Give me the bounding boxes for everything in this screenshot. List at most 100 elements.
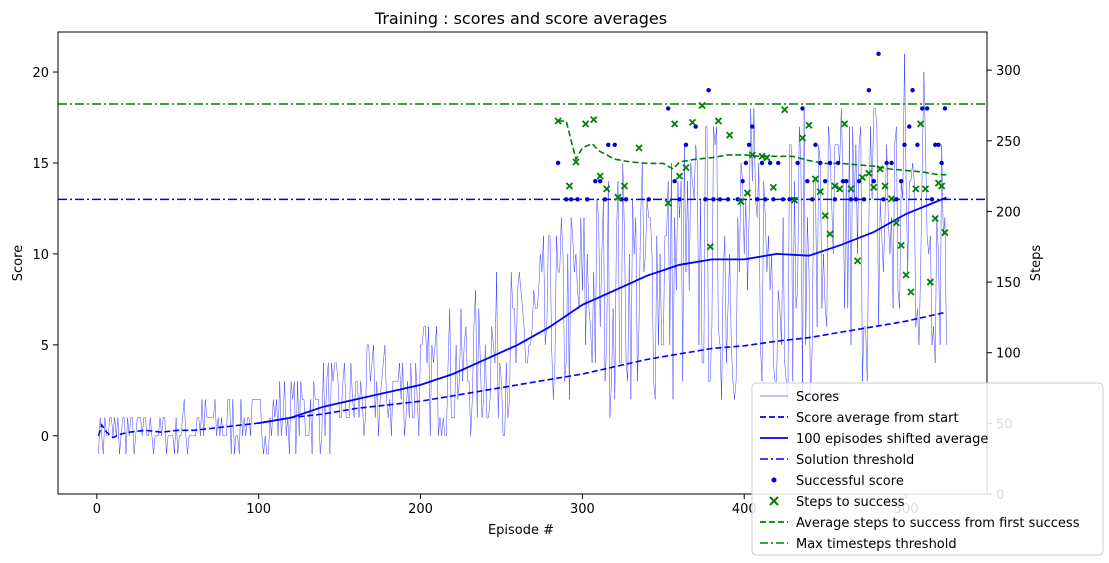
steps-to-success-marker: [763, 154, 771, 162]
successful-score-point: [907, 124, 912, 129]
steps-to-success-marker: [821, 212, 829, 220]
successful-score-point: [763, 197, 768, 202]
successful-score-point: [894, 197, 899, 202]
successful-score-point: [818, 160, 823, 166]
steps-to-success-marker: [892, 219, 901, 227]
steps-to-success-marker: [635, 144, 643, 152]
steps-to-success-marker: [781, 106, 789, 114]
steps-to-success-marker: [743, 189, 752, 197]
successful-score-point: [776, 160, 781, 166]
steps-to-success-marker: [596, 172, 604, 180]
legend-box: [751, 382, 1104, 556]
steps-to-success-marker: [826, 230, 834, 238]
successful-score-point: [711, 197, 716, 202]
legend-entry: Successful score: [771, 474, 904, 489]
y-tick-label: 20: [32, 66, 49, 81]
successful-score-point: [795, 160, 800, 166]
legend-label: Max timesteps threshold: [796, 537, 957, 552]
y-axis-label: Score: [11, 245, 26, 281]
successful-score-point: [902, 142, 907, 147]
steps-to-success-marker: [581, 120, 590, 128]
steps-to-success-marker: [590, 115, 598, 124]
steps-to-success-marker: [805, 121, 813, 129]
successful-score-point: [899, 178, 904, 184]
successful-score-point: [555, 160, 561, 166]
steps-to-success-marker: [758, 152, 766, 160]
successful-score-point: [866, 88, 872, 93]
steps-to-success-marker: [737, 197, 745, 206]
legend-entry: Average steps to success from first succ…: [760, 516, 1080, 531]
successful-score-point: [703, 197, 708, 202]
successful-score-point: [840, 178, 846, 184]
steps-to-success-marker: [847, 185, 855, 193]
plot-frame: [57, 31, 988, 495]
steps-to-success-marker: [840, 120, 849, 128]
steps-to-success-marker: [831, 182, 839, 190]
successful-score-point: [706, 88, 711, 93]
y2-tick-label: 150: [996, 276, 1021, 291]
successful-score-point: [889, 160, 894, 166]
steps-to-success-marker: [921, 185, 930, 193]
steps-to-success-marker: [907, 288, 915, 296]
successful-score-point: [920, 106, 925, 111]
successful-score-point: [717, 197, 723, 202]
y2-tick-label: 250: [996, 135, 1021, 150]
steps-to-success-marker: [790, 196, 799, 204]
successful-score-point: [750, 124, 755, 129]
successful-score-point: [853, 197, 859, 202]
x-tick-label: 0: [93, 502, 101, 517]
legend-entry: 100 episodes shifted average: [760, 432, 988, 447]
successful-score-point: [767, 160, 773, 166]
steps-to-success-marker: [620, 182, 629, 190]
successful-score-point: [563, 197, 569, 202]
successful-score-point: [677, 197, 682, 202]
legend-label: Average steps to success from first succ…: [796, 516, 1080, 531]
successful-score-point: [575, 197, 580, 202]
successful-score-point: [942, 106, 948, 111]
y2-tick-label: 200: [996, 205, 1021, 220]
steps-to-success-marker: [811, 175, 820, 183]
successful-score-point: [740, 178, 745, 184]
series-layer: [58, 51, 987, 455]
steps-to-success-marker: [912, 185, 920, 193]
steps-to-success-marker: [726, 131, 734, 139]
legend-swatch: [769, 496, 779, 506]
legend-entry: Steps to success: [769, 495, 905, 510]
average-steps-line: [558, 120, 947, 176]
steps-to-success-marker: [853, 257, 862, 265]
successful-score-point: [754, 197, 760, 202]
successful-score-point: [936, 142, 941, 147]
x-tick-label: 300: [570, 502, 595, 517]
steps-to-success-marker: [798, 134, 807, 142]
steps-to-success-marker: [554, 117, 562, 125]
legend-label: 100 episodes shifted average: [796, 432, 988, 447]
successful-score-point: [597, 178, 603, 184]
legend-swatch: [771, 477, 777, 483]
successful-score-point: [924, 106, 930, 111]
successful-score-point: [672, 178, 677, 184]
legend-label: Steps to success: [796, 495, 905, 510]
steps-to-success-marker: [748, 151, 756, 159]
successful-score-point: [759, 160, 765, 166]
steps-to-success-marker: [603, 185, 611, 193]
successful-score-point: [665, 106, 671, 111]
legend-entry: Score average from start: [760, 411, 959, 426]
successful-score-point: [835, 160, 841, 166]
successful-score-point: [871, 178, 876, 184]
steps-to-success-marker: [938, 182, 946, 190]
successful-score-point: [780, 197, 786, 202]
successful-score-point: [585, 197, 590, 202]
x-tick-label: 100: [246, 502, 271, 517]
y-tick-label: 5: [41, 339, 49, 354]
x-tick-label: 400: [732, 502, 757, 517]
successful-score-point: [939, 160, 944, 166]
steps-to-success-marker: [926, 278, 934, 286]
steps-to-success-marker: [714, 117, 722, 125]
steps-to-success-marker: [614, 193, 622, 201]
legend-entry: Scores: [760, 390, 839, 405]
successful-score-point: [646, 197, 651, 202]
steps-to-success-marker: [698, 101, 706, 110]
successful-score-point: [813, 142, 818, 147]
successful-score-point: [623, 197, 629, 202]
chart-title: Training : scores and score averages: [374, 9, 667, 28]
